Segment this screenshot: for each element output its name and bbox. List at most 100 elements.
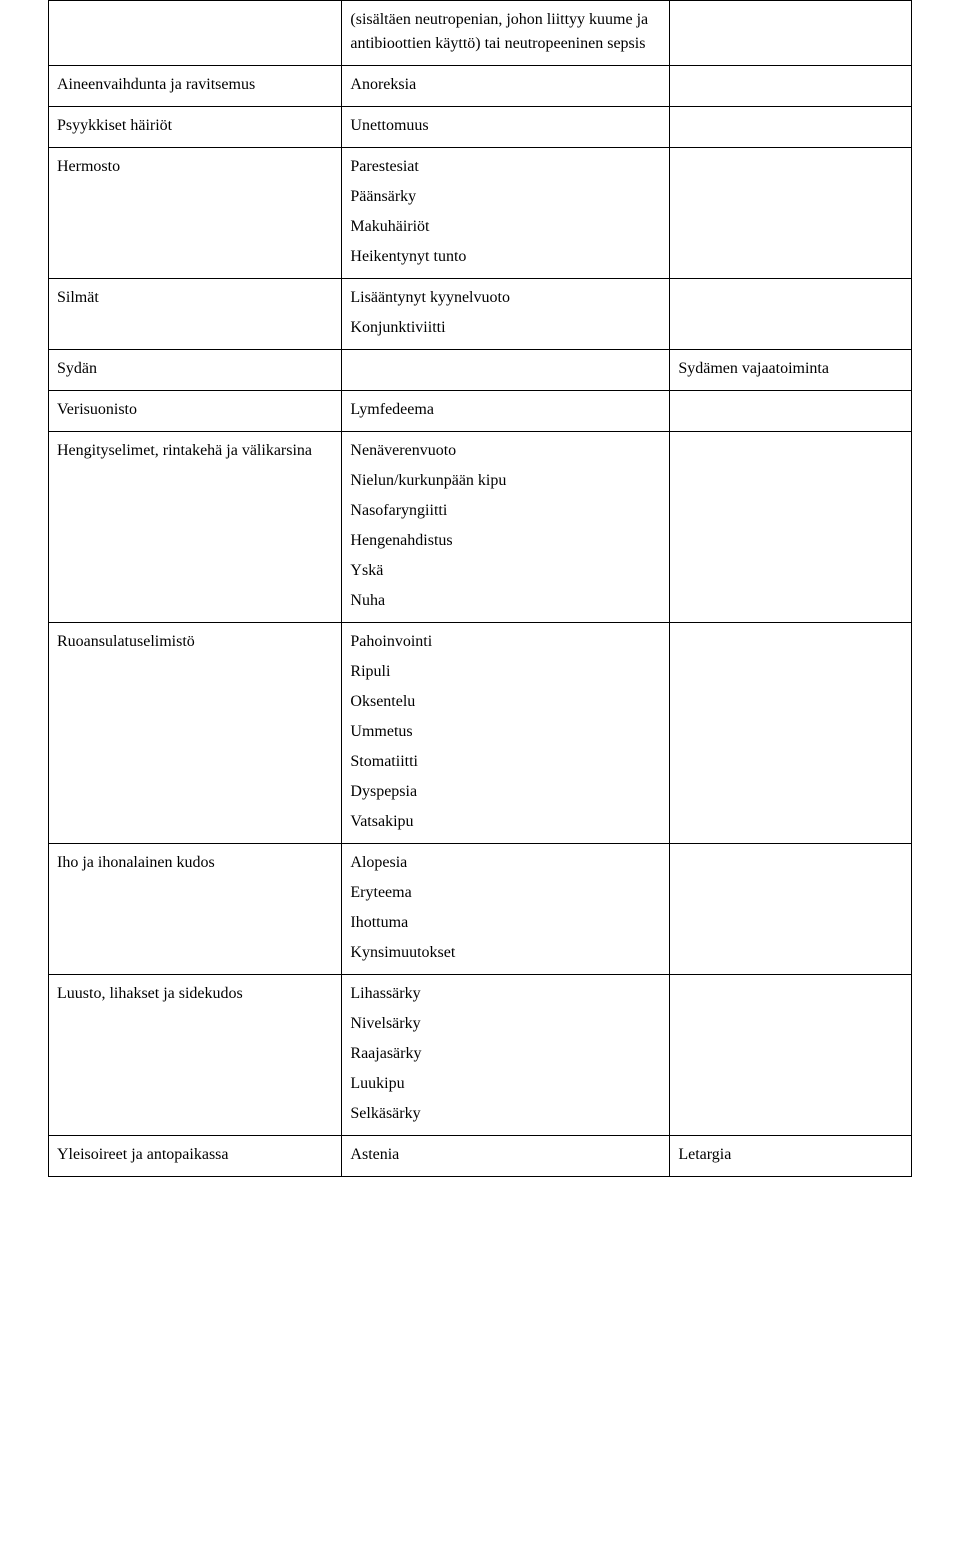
table-cell: Lymfedeema (342, 391, 670, 432)
table-cell: Silmät (49, 279, 342, 350)
cell-line: Eryteema (350, 878, 661, 908)
cell-line: Alopesia (350, 848, 661, 878)
table-cell (670, 844, 912, 975)
table-row: Verisuonisto Lymfedeema (49, 391, 912, 432)
table-cell: Hermosto (49, 148, 342, 279)
cell-line: Heikentynyt tunto (350, 242, 661, 272)
table-row: (sisältäen neutropenian, johon liittyy k… (49, 1, 912, 66)
table-cell: Psyykkiset häiriöt (49, 107, 342, 148)
table-row: Aineenvaihdunta ja ravitsemus Anoreksia (49, 66, 912, 107)
table-cell: Luusto, lihakset ja sidekudos (49, 975, 342, 1136)
table-row: Iho ja ihonalainen kudos AlopesiaEryteema… (49, 844, 912, 975)
table-cell: Letargia (670, 1136, 912, 1177)
cell-line: Hermosto (57, 152, 333, 182)
cell-line (57, 5, 333, 11)
cell-line: Yleisoireet ja antopaikassa (57, 1140, 333, 1170)
cell-line: Ripuli (350, 657, 661, 687)
cell-line: Verisuonisto (57, 395, 333, 425)
adverse-effects-table: (sisältäen neutropenian, johon liittyy k… (48, 0, 912, 1177)
cell-line: Aineenvaihdunta ja ravitsemus (57, 70, 333, 100)
table-cell (342, 350, 670, 391)
cell-line: Konjunktiviitti (350, 313, 661, 343)
table-row: Ruoansulatuselimistö PahoinvointiRipuliOk… (49, 623, 912, 844)
cell-line (678, 70, 903, 76)
cell-line: Päänsärky (350, 182, 661, 212)
cell-line: Astenia (350, 1140, 661, 1170)
table-cell: LihassärkyNivelsärkyRaajasärkyLuukipuSel… (342, 975, 670, 1136)
table-cell: Astenia (342, 1136, 670, 1177)
table-cell: Iho ja ihonalainen kudos (49, 844, 342, 975)
cell-line: Nenäverenvuoto (350, 436, 661, 466)
cell-line: Dyspepsia (350, 777, 661, 807)
cell-line: Selkäsärky (350, 1099, 661, 1129)
cell-line: Sydän (57, 354, 333, 384)
table-row: Luusto, lihakset ja sidekudosLihassärkyN… (49, 975, 912, 1136)
cell-line (678, 152, 903, 158)
cell-line: Nuha (350, 586, 661, 616)
cell-line: Nielun/kurkunpään kipu (350, 466, 661, 496)
table-row: Sydän Sydämen vajaatoiminta (49, 350, 912, 391)
table-cell (670, 148, 912, 279)
table-cell: ParestesiatPäänsärkyMakuhäiriötHeikentyn… (342, 148, 670, 279)
cell-line: Silmät (57, 283, 333, 313)
cell-line: Pahoinvointi (350, 627, 661, 657)
table-cell (670, 279, 912, 350)
cell-line: Nasofaryngiitti (350, 496, 661, 526)
cell-line: Letargia (678, 1140, 903, 1170)
table-cell: Sydän (49, 350, 342, 391)
cell-line: Psyykkiset häiriöt (57, 111, 333, 141)
cell-line: Vatsakipu (350, 807, 661, 837)
cell-line: Stomatiitti (350, 747, 661, 777)
table-cell (670, 1, 912, 66)
table-cell: AlopesiaEryteemaIhottumaKynsimuutokset (342, 844, 670, 975)
table-cell: Yleisoireet ja antopaikassa (49, 1136, 342, 1177)
cell-line: Iho ja ihonalainen kudos (57, 848, 333, 878)
cell-line: Luukipu (350, 1069, 661, 1099)
table-cell: Ruoansulatuselimistö (49, 623, 342, 844)
cell-line (678, 283, 903, 289)
table-cell: Sydämen vajaatoiminta (670, 350, 912, 391)
page: (sisältäen neutropenian, johon liittyy k… (0, 0, 960, 1177)
cell-line: Makuhäiriöt (350, 212, 661, 242)
cell-line: Ruoansulatuselimistö (57, 627, 333, 657)
cell-line (678, 436, 903, 442)
table-row: Silmät Lisääntynyt kyynelvuotoKonjunktivi… (49, 279, 912, 350)
table-cell: Hengityselimet, rintakehä ja välikarsina (49, 432, 342, 623)
cell-line: Yskä (350, 556, 661, 586)
table-cell: Aineenvaihdunta ja ravitsemus (49, 66, 342, 107)
cell-line: Hengenahdistus (350, 526, 661, 556)
cell-line (678, 395, 903, 401)
cell-line: (sisältäen neutropenian, johon liittyy k… (350, 5, 661, 59)
table-cell: Unettomuus (342, 107, 670, 148)
cell-line: Lymfedeema (350, 395, 661, 425)
table-cell: NenäverenvuotoNielun/kurkunpään kipuNaso… (342, 432, 670, 623)
table-cell: Verisuonisto (49, 391, 342, 432)
table-cell: Anoreksia (342, 66, 670, 107)
table-cell: (sisältäen neutropenian, johon liittyy k… (342, 1, 670, 66)
cell-line: Parestesiat (350, 152, 661, 182)
cell-line: Lisääntynyt kyynelvuoto (350, 283, 661, 313)
table-cell (49, 1, 342, 66)
table-cell (670, 107, 912, 148)
cell-line (350, 354, 661, 360)
cell-line (678, 5, 903, 11)
cell-line (678, 627, 903, 633)
cell-line: Sydämen vajaatoiminta (678, 354, 903, 384)
table-cell (670, 66, 912, 107)
table-cell (670, 975, 912, 1136)
cell-line: Raajasärky (350, 1039, 661, 1069)
cell-line: Hengityselimet, rintakehä ja välikarsina (57, 436, 333, 466)
table-cell (670, 432, 912, 623)
table-row: Psyykkiset häiriöt Unettomuus (49, 107, 912, 148)
cell-line: Anoreksia (350, 70, 661, 100)
cell-line: Ihottuma (350, 908, 661, 938)
table-cell: Lisääntynyt kyynelvuotoKonjunktiviitti (342, 279, 670, 350)
cell-line: Oksentelu (350, 687, 661, 717)
cell-line: Ummetus (350, 717, 661, 747)
cell-line: Unettomuus (350, 111, 661, 141)
cell-line (678, 111, 903, 117)
table-row: Hermosto ParestesiatPäänsärkyMakuhäiriötH… (49, 148, 912, 279)
cell-line: Nivelsärky (350, 1009, 661, 1039)
table-row: Yleisoireet ja antopaikassa Astenia Letarg… (49, 1136, 912, 1177)
table-row: Hengityselimet, rintakehä ja välikarsina… (49, 432, 912, 623)
